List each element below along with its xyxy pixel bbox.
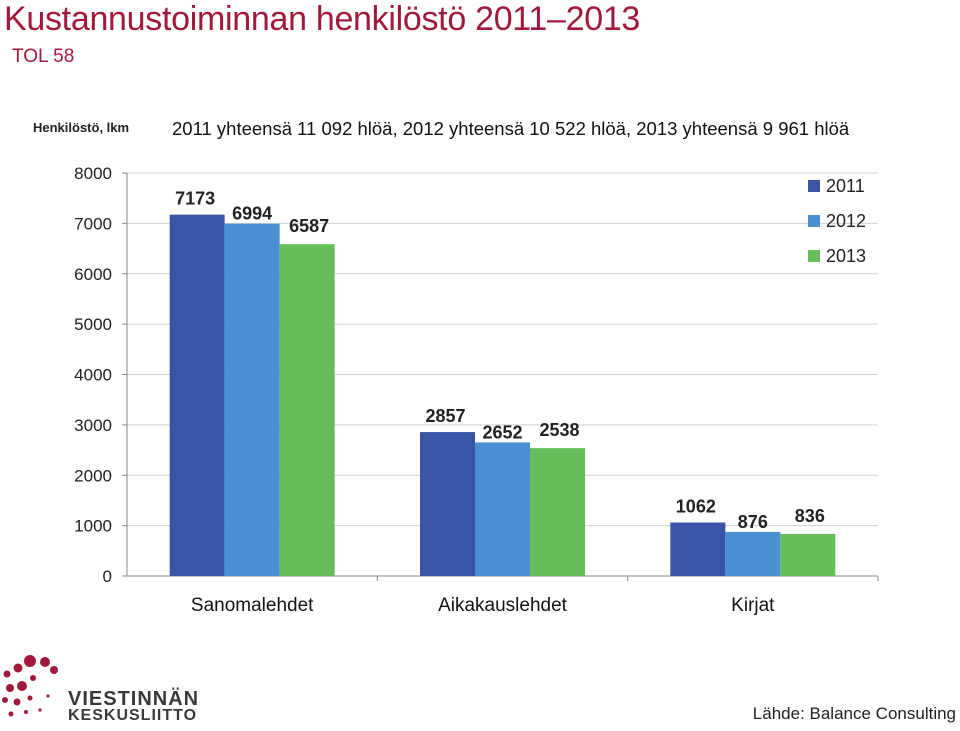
data-label: 1062 [676,497,716,517]
y-tick-label: 7000 [74,214,112,233]
y-tick-label: 0 [103,567,112,586]
bar-2012-2 [725,531,781,576]
y-tick-label: 5000 [74,315,112,334]
y-tick-label: 8000 [74,164,112,183]
data-label: 7173 [175,189,215,209]
category-label: Aikakauslehdet [438,595,568,616]
viestinnan-keskusliitto-logo: VIESTINNÄN KESKUSLIITTO [0,652,215,726]
data-label: 6587 [289,216,329,236]
bar-2011-2 [670,522,726,576]
logo-text-line2: KESKUSLIITTO [68,707,198,724]
data-label: 836 [795,506,825,526]
legend-label: 2011 [826,176,865,196]
data-label: 2857 [425,406,465,426]
data-label: 2538 [539,420,579,440]
bar-chart: 0 1000 2000 3000 4000 5000 6000 7000 8000 7173 699… [74,164,879,616]
logo-dots-icon [2,655,58,717]
y-tick-label: 4000 [74,366,112,385]
y-tick-label: 3000 [74,416,112,435]
bar-2012-1 [475,442,530,576]
page-title: Kustannustoiminnan henkilöstö 2011–2013 [4,0,641,38]
legend-swatch-2011 [808,180,820,192]
bar-2013-1 [530,448,585,576]
bar-2013-0 [279,244,335,576]
category-label: Sanomalehdet [191,595,314,616]
y-axis-caption: Henkilöstö, lkm [33,120,130,135]
legend-label: 2013 [826,246,866,266]
data-label: 6994 [232,204,272,224]
category-label: Kirjat [731,595,775,616]
legend-label: 2012 [826,211,866,231]
bar-2011-0 [169,214,225,576]
y-tick-label: 2000 [74,466,112,485]
y-tick-label: 1000 [74,517,112,536]
y-tick-label: 6000 [74,265,112,284]
bar-2012-0 [224,223,280,576]
legend-swatch-2012 [808,215,820,227]
page-subtitle: TOL 58 [12,46,75,67]
data-label: 2652 [482,422,522,442]
legend-swatch-2013 [808,250,820,262]
logo-text-line1: VIESTINNÄN [68,688,200,710]
bar-2013-2 [780,533,836,576]
bar-2011-1 [420,432,475,576]
source-note: Lähde: Balance Consulting [752,704,956,723]
totals-note: 2011 yhteensä 11 092 hlöä, 2012 yhteensä… [172,118,850,139]
data-label: 876 [738,512,768,532]
